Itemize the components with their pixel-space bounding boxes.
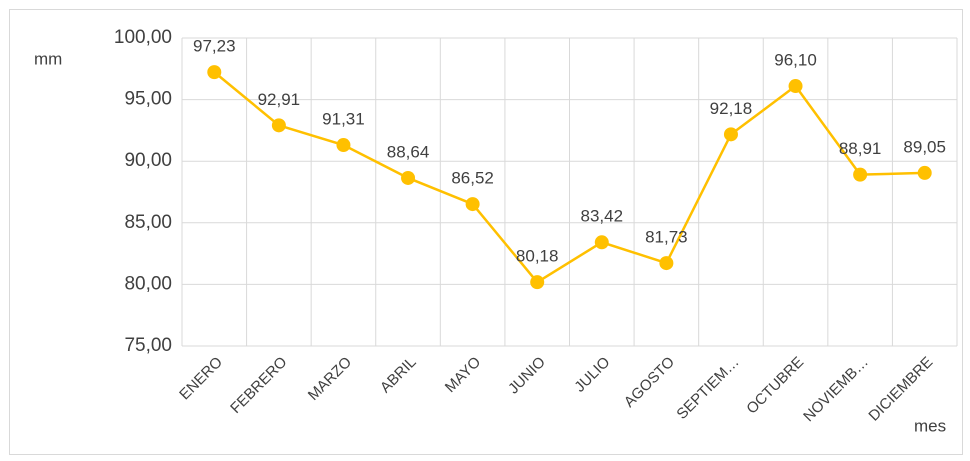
data-label: 91,31 [322,110,365,129]
x-axis-label: mes [914,416,946,435]
point [336,138,351,153]
y-tick-label: 75,00 [124,335,172,356]
point [207,65,222,80]
point [530,275,545,290]
y-tick-label: 95,00 [124,89,172,110]
y-tick-label: 80,00 [124,273,172,294]
point [659,256,674,271]
data-label: 81,73 [645,228,688,247]
data-label: 88,91 [839,139,882,158]
data-label: 97,23 [193,37,236,56]
chart-border [9,9,963,455]
point [788,79,803,94]
point [723,127,738,142]
point [401,170,416,185]
point [465,197,480,212]
data-label: 92,18 [710,99,753,118]
data-label: 88,64 [387,142,430,161]
data-label: 83,42 [581,207,624,226]
y-tick-label: 85,00 [124,212,172,233]
data-label: 92,91 [258,90,301,109]
y-tick-label: 100,00 [114,27,172,48]
data-label: 86,52 [451,169,494,188]
point [594,235,609,250]
point [271,118,286,133]
data-label: 96,10 [774,51,817,70]
point [853,167,868,182]
point [917,165,932,180]
data-label: 89,05 [903,137,946,156]
y-axis-label: mm [34,49,62,68]
y-tick-label: 90,00 [124,150,172,171]
line [213,71,925,284]
data-label: 80,18 [516,247,559,266]
